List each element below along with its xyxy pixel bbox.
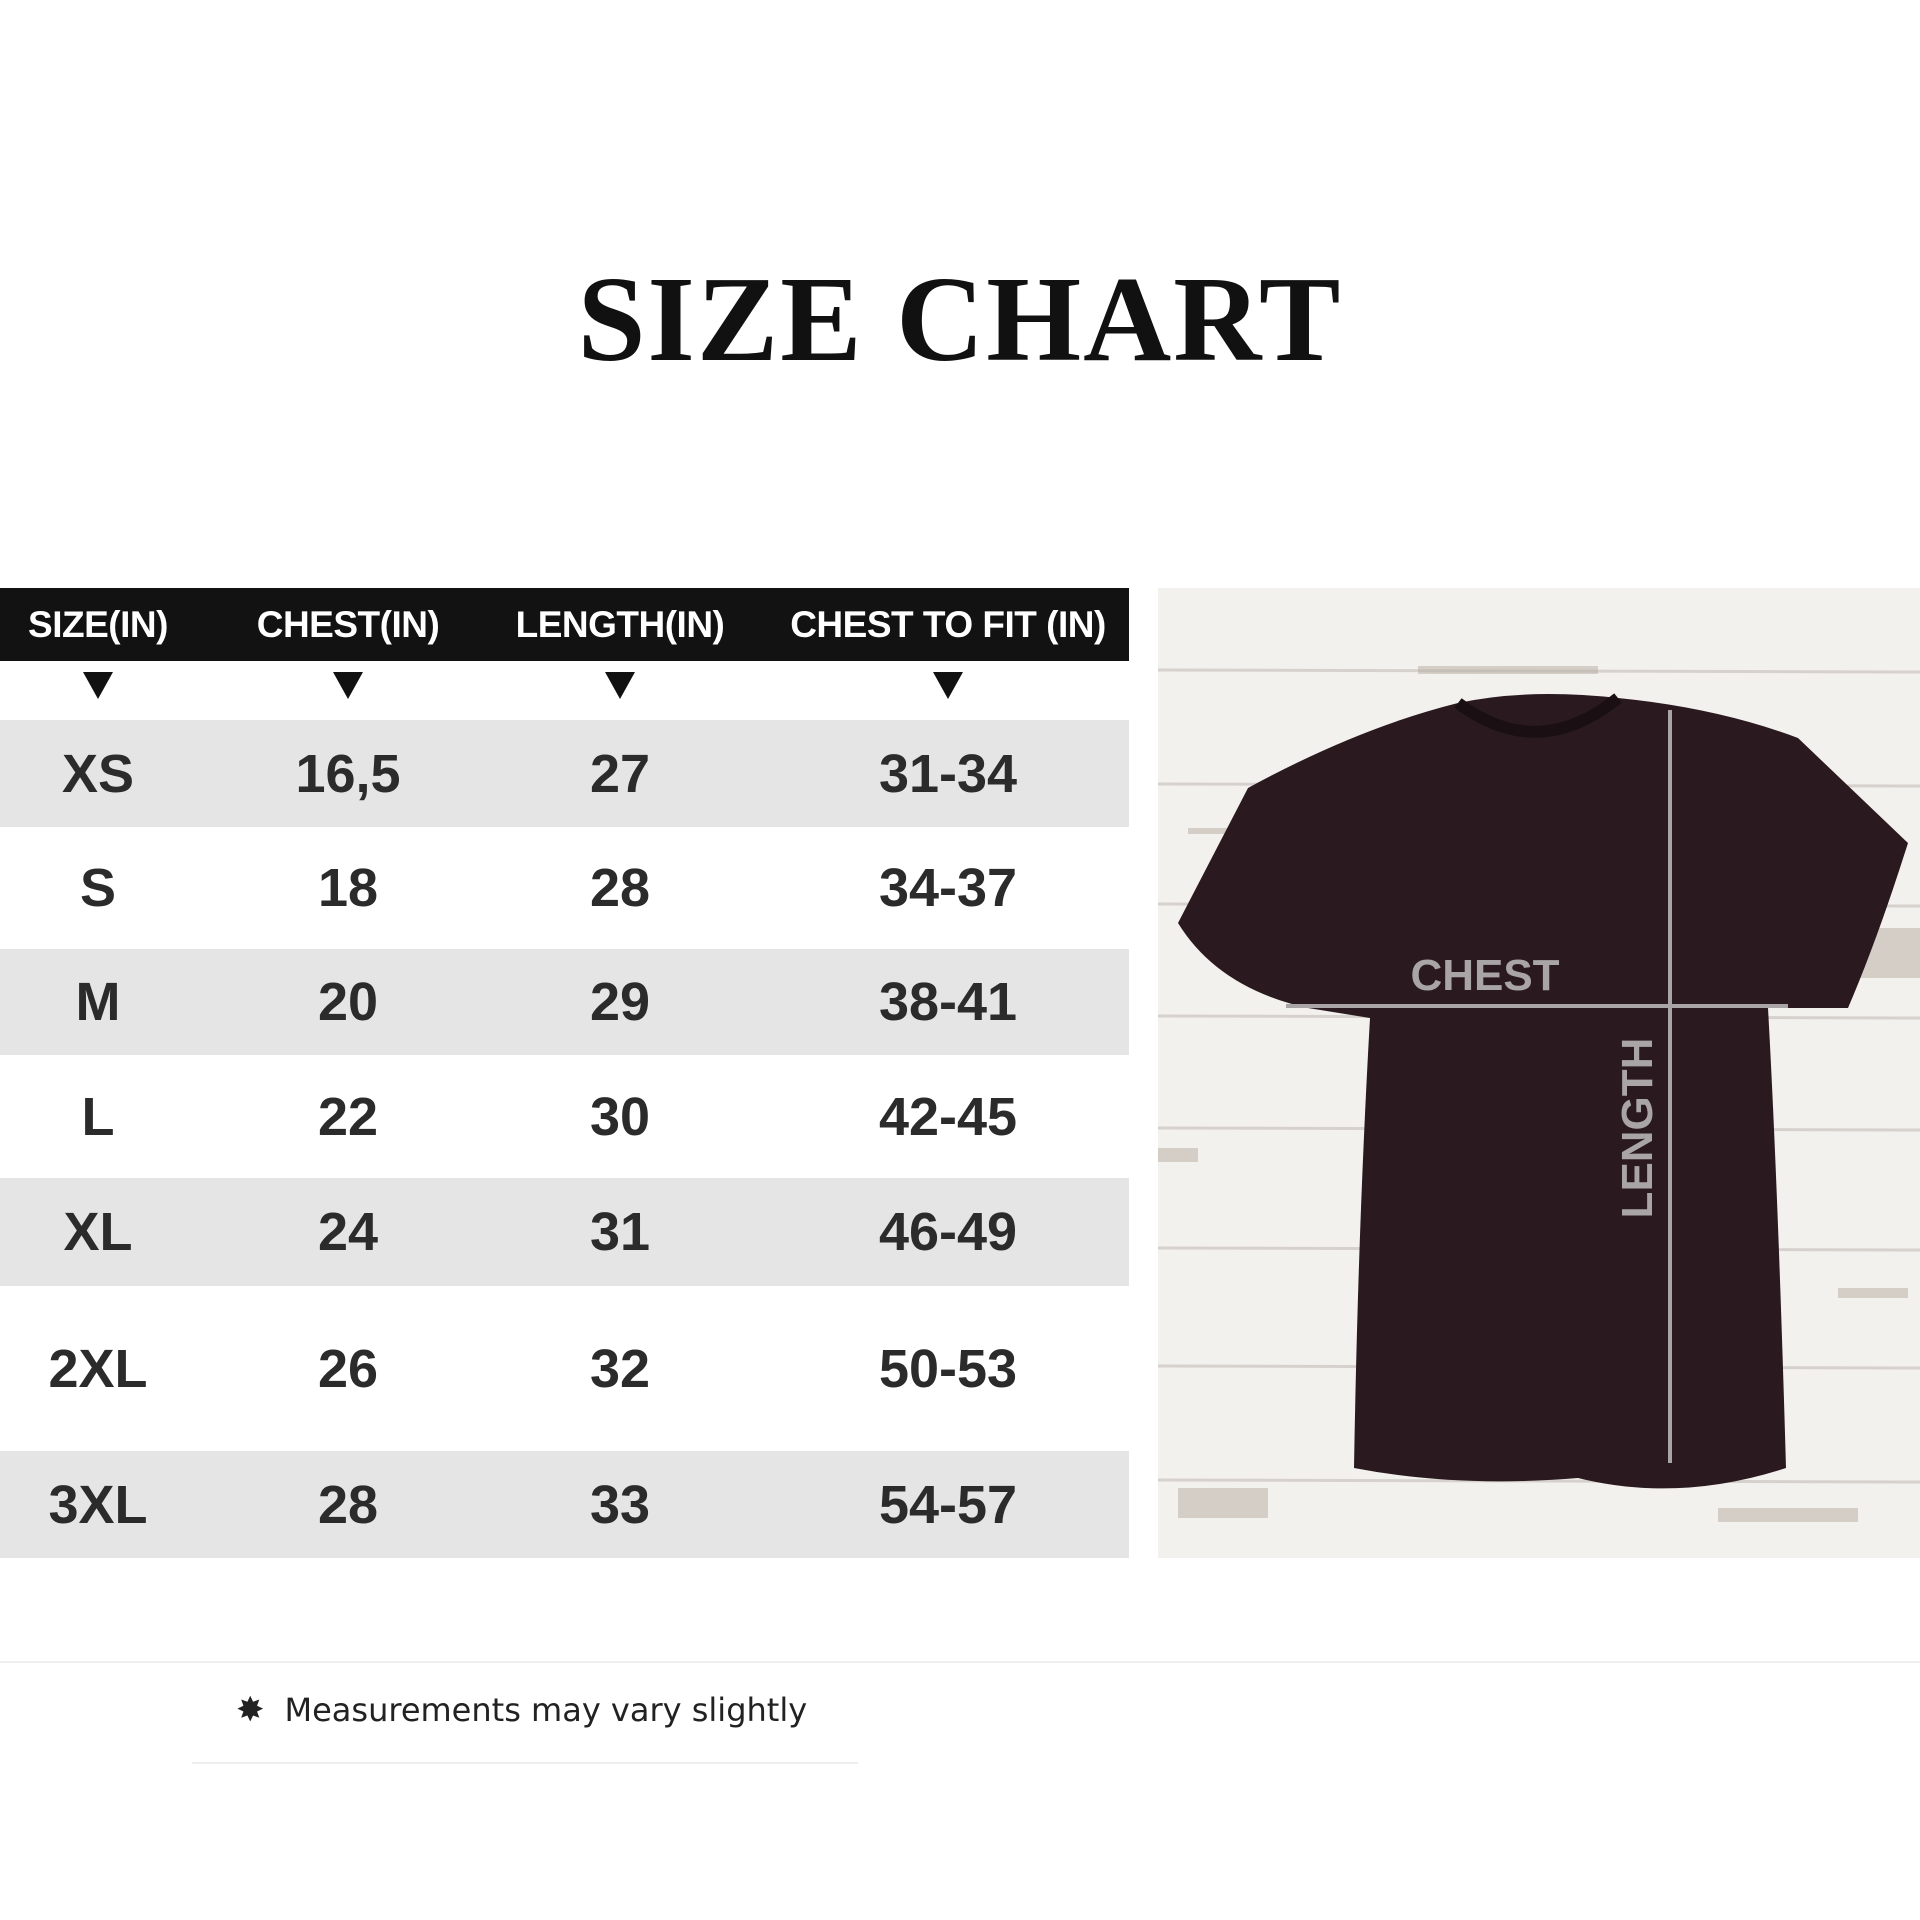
- cell-chest-to-fit: 54-57: [878, 1474, 1018, 1535]
- cell-chest: 22: [317, 1086, 379, 1147]
- length-label: LENGTH: [1613, 1038, 1662, 1219]
- cell-chest-to-fit: 46-49: [878, 1202, 1018, 1262]
- table-row: S 18 28 34-37: [0, 827, 1129, 949]
- table-row: 3XL 28 33 54-57: [0, 1451, 1129, 1558]
- header-chest-to-fit: CHEST TO FIT (IN): [790, 604, 1106, 645]
- cell-size: XS: [61, 743, 135, 804]
- cell-chest-to-fit: 31-34: [878, 743, 1018, 804]
- tshirt-shape: [1178, 694, 1908, 1489]
- cell-length: 29: [589, 972, 651, 1032]
- chest-label: CHEST: [1410, 951, 1559, 1000]
- divider: [192, 1762, 858, 1764]
- cell-chest-to-fit: 38-41: [878, 972, 1018, 1032]
- cell-size: XL: [63, 1202, 133, 1262]
- table-header: SIZE(IN) CHEST(IN) LENGTH(IN) CHEST TO F…: [0, 588, 1129, 661]
- cell-size: 2XL: [48, 1338, 148, 1399]
- cell-size: L: [81, 1086, 115, 1147]
- page-title: SIZE CHART: [577, 252, 1343, 387]
- header-length: LENGTH(IN): [515, 604, 725, 645]
- cell-length: 27: [589, 743, 651, 804]
- cell-length: 32: [589, 1338, 651, 1399]
- cell-length: 33: [589, 1474, 651, 1535]
- header-chest: CHEST(IN): [256, 604, 440, 645]
- down-arrow-icon: [605, 672, 635, 699]
- cell-length: 28: [589, 858, 651, 918]
- cell-chest: 24: [317, 1202, 379, 1262]
- table-row: M 20 29 38-41: [0, 949, 1129, 1055]
- cell-chest: 16,5: [295, 743, 401, 804]
- table-row: 2XL 26 32 50-53: [0, 1286, 1129, 1451]
- cell-length: 31: [589, 1202, 651, 1262]
- table-row: L 22 30 42-45: [0, 1055, 1129, 1178]
- cell-size: S: [79, 858, 117, 918]
- table-row: XS 16,5 27 31-34: [0, 720, 1129, 827]
- measurement-note: ✸ Measurements may vary slightly: [236, 1690, 807, 1730]
- cell-chest-to-fit: 50-53: [878, 1338, 1018, 1399]
- cell-chest: 28: [317, 1474, 379, 1535]
- cell-length: 30: [589, 1086, 651, 1147]
- cell-size: 3XL: [48, 1474, 148, 1535]
- down-arrow-icon: [83, 672, 113, 699]
- note-text: Measurements may vary slightly: [284, 1691, 808, 1729]
- down-arrow-icon: [333, 672, 363, 699]
- cell-chest: 18: [317, 858, 379, 918]
- cell-chest: 26: [317, 1338, 379, 1399]
- table-row: XL 24 31 46-49: [0, 1178, 1129, 1286]
- header-size: SIZE(IN): [28, 604, 168, 645]
- asterisk-star-icon: ✸: [236, 1690, 265, 1730]
- divider: [0, 1661, 1920, 1663]
- cell-size: M: [75, 972, 121, 1032]
- down-arrow-icon: [933, 672, 963, 699]
- cell-chest-to-fit: 42-45: [878, 1086, 1018, 1147]
- cell-chest: 20: [317, 972, 379, 1032]
- tshirt-measurement-photo: CHEST LENGTH: [1158, 588, 1920, 1558]
- tshirt-diagram: CHEST LENGTH: [1158, 666, 1920, 1522]
- cell-chest-to-fit: 34-37: [878, 858, 1018, 918]
